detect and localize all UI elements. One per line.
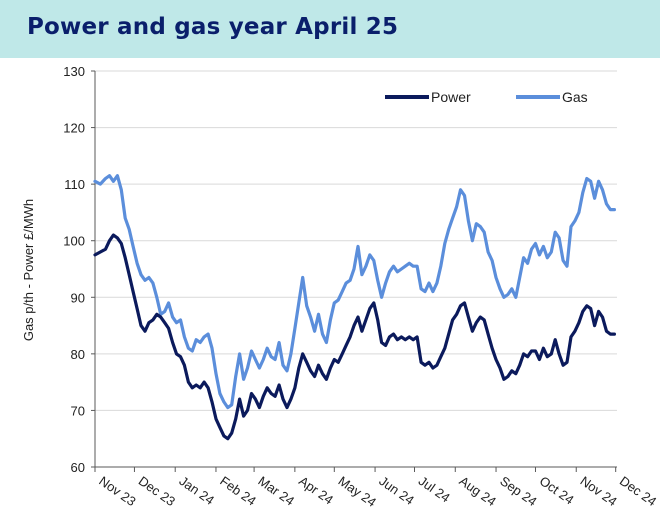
x-tick-label: Sep 24	[497, 473, 539, 509]
series-line-gas	[93, 174, 616, 410]
axes	[91, 70, 617, 472]
legend: Power Gas	[385, 89, 588, 105]
x-tick-label: Nov 24	[578, 473, 620, 509]
x-tick-label: Aug 24	[457, 473, 499, 509]
legend-label-power: Power	[431, 89, 471, 105]
y-tick-label: 120	[63, 121, 85, 136]
x-tick-label: Jul 24	[416, 473, 453, 505]
y-axis-label: Gas p/th - Power £/MWh	[21, 199, 36, 341]
title-bar: Power and gas year April 25	[0, 0, 660, 58]
y-tick-label: 130	[63, 64, 85, 79]
series-line-power	[93, 233, 616, 441]
chart-title: Power and gas year April 25	[27, 14, 399, 40]
y-tick-label: 100	[63, 234, 85, 249]
y-tick-label: 60	[71, 460, 85, 475]
y-tick-label: 110	[64, 177, 85, 192]
x-tick-label: Jan 24	[176, 473, 217, 508]
x-tick-label: Feb 24	[217, 473, 259, 509]
y-tick-label: 80	[71, 347, 85, 362]
gridlines	[95, 70, 617, 411]
x-tick-label: Dec 24	[617, 473, 659, 509]
x-tick-label: May 24	[336, 473, 380, 510]
x-tick-label: Dec 23	[136, 473, 178, 509]
x-tick-label: Jun 24	[376, 473, 417, 508]
y-tick-label: 70	[71, 403, 85, 418]
x-tick-label: Nov 23	[96, 473, 138, 509]
series-lines	[93, 174, 616, 441]
x-tick-label: Oct 24	[537, 473, 577, 507]
y-tick-labels: 60 70 80 90 100 110 120 130	[63, 64, 85, 475]
x-tick-label: Mar 24	[255, 473, 297, 508]
legend-label-gas: Gas	[562, 89, 588, 105]
x-tick-label: Apr 24	[296, 473, 336, 507]
y-tick-label: 90	[71, 290, 85, 305]
